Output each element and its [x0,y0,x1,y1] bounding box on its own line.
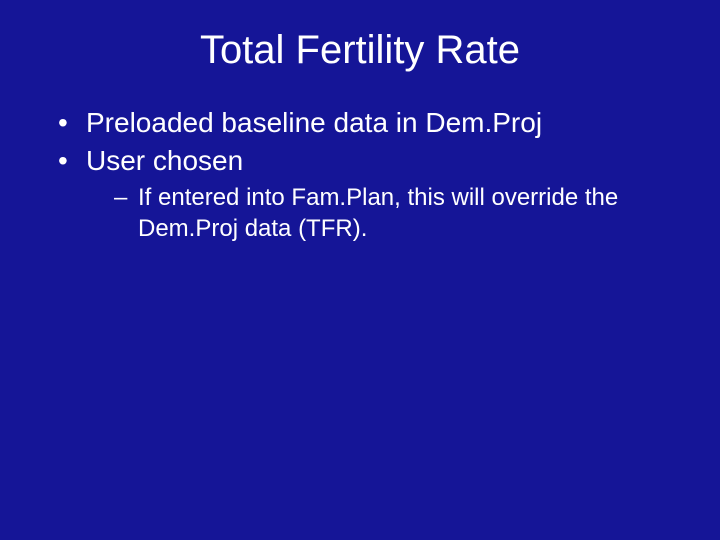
bullet-text: User chosen [86,145,243,176]
bullet-item: Preloaded baseline data in Dem.Proj [58,105,680,141]
bullet-list: Preloaded baseline data in Dem.Proj User… [40,105,680,244]
slide-title: Total Fertility Rate [40,28,680,73]
bullet-text: Preloaded baseline data in Dem.Proj [86,107,542,138]
sub-bullet-item: If entered into Fam.Plan, this will over… [114,182,680,244]
slide-container: Total Fertility Rate Preloaded baseline … [0,0,720,540]
sub-bullet-text: If entered into Fam.Plan, this will over… [138,184,618,242]
sub-bullet-list: If entered into Fam.Plan, this will over… [86,182,680,244]
bullet-item: User chosen If entered into Fam.Plan, th… [58,143,680,244]
